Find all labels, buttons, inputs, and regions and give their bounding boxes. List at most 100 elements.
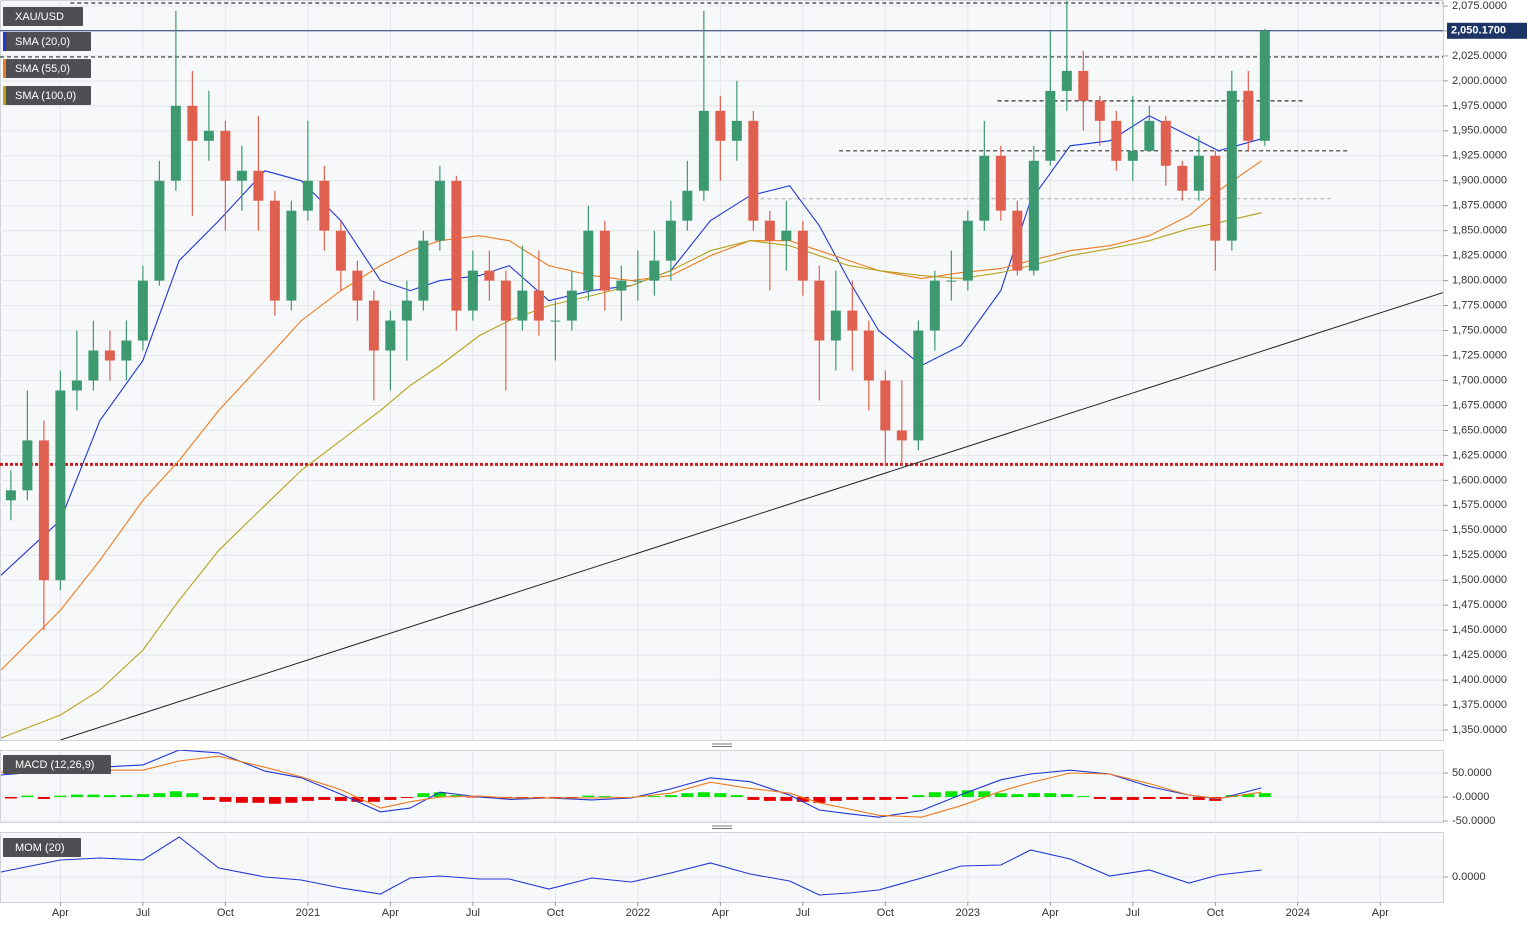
histogram-bar [417, 793, 430, 798]
candle-body [187, 105, 198, 141]
legend-box [3, 755, 111, 774]
y-tick-label: 1,600.0000 [1452, 474, 1507, 486]
y-tick-label: 1,450.0000 [1452, 624, 1507, 636]
histogram-bar [301, 797, 314, 801]
histogram-bar [21, 795, 34, 798]
candle-body [533, 290, 544, 321]
candle-body [913, 330, 924, 441]
histogram-bar [268, 797, 281, 804]
y-tick-label: -0.0000 [1452, 791, 1489, 803]
candle-body [236, 170, 247, 181]
candle-body [451, 180, 462, 311]
candle-body [1094, 100, 1105, 121]
candle-body [863, 330, 874, 381]
histogram-bar [103, 795, 116, 798]
momentum-panel [0, 832, 1444, 903]
candle-body [1078, 70, 1089, 101]
legend-label: MOM (20) [15, 842, 65, 854]
panel-resize-handle[interactable] [712, 825, 732, 829]
x-tick-label: Apr [712, 907, 729, 919]
candle-body [847, 310, 858, 331]
last-price-box [1447, 22, 1527, 39]
histogram-bar [318, 797, 331, 800]
candle-body [764, 220, 775, 241]
candle-body [55, 390, 66, 581]
candle-body [484, 270, 495, 281]
x-tick-label: Oct [547, 907, 564, 919]
candle-body [1012, 210, 1023, 271]
histogram-bar [846, 797, 859, 800]
y-tick-label: 1,800.0000 [1452, 275, 1507, 287]
histogram-bar [1093, 797, 1106, 799]
y-tick-label: 1,875.0000 [1452, 200, 1507, 212]
histogram-bar [928, 792, 941, 798]
candle-body [715, 110, 726, 141]
y-tick-label: 1,950.0000 [1452, 125, 1507, 137]
trendline [60, 292, 1443, 740]
candle-body [434, 180, 445, 241]
histogram-bar [1159, 797, 1172, 799]
y-tick-label: 2,025.0000 [1452, 50, 1507, 62]
histogram-bar [862, 797, 875, 800]
macd-line [0, 755, 1262, 818]
histogram-bar [813, 797, 826, 803]
y-tick-label: 1,500.0000 [1452, 574, 1507, 586]
candle-body [154, 180, 165, 281]
legend-label: XAU/USD [15, 11, 64, 23]
candle-body [220, 130, 231, 181]
y-tick-label: 50.0000 [1452, 767, 1492, 779]
histogram-bar [4, 797, 17, 799]
panel-resize-handle[interactable] [712, 743, 732, 747]
candle-body [1045, 90, 1056, 161]
candle-body [5, 490, 16, 501]
candle-body [269, 200, 280, 301]
candle-body [632, 280, 643, 282]
histogram-bar [664, 795, 677, 798]
y-tick-label: 1,675.0000 [1452, 399, 1507, 411]
candle-body [352, 270, 363, 301]
legend-box [3, 59, 91, 78]
y-tick-label: 1,825.0000 [1452, 250, 1507, 262]
histogram-bar [1110, 797, 1123, 800]
histogram-bar [1060, 794, 1073, 798]
y-tick-label: -50.0000 [1452, 815, 1495, 827]
legend-box [3, 838, 81, 857]
y-tick-label: 1,400.0000 [1452, 674, 1507, 686]
candle-body [203, 130, 214, 141]
x-tick-label: Jul [136, 907, 150, 919]
candle-body [401, 300, 412, 321]
histogram-bar [763, 797, 776, 801]
histogram-bar [994, 793, 1007, 798]
candle-body [418, 240, 429, 301]
candle-body [1127, 150, 1138, 161]
candle-body [1028, 160, 1039, 271]
candle-body [550, 320, 561, 322]
x-tick-label: Apr [52, 907, 69, 919]
histogram-bar [70, 794, 83, 798]
last-price-label: 2,050.1700 [1451, 25, 1506, 37]
candle-body [368, 300, 379, 351]
histogram-bar [796, 797, 809, 802]
y-tick-label: 1,700.0000 [1452, 374, 1507, 386]
legend-box [3, 86, 91, 105]
y-tick-label: 1,475.0000 [1452, 599, 1507, 611]
y-tick-label: 0.0000 [1452, 871, 1486, 883]
candle-body [995, 155, 1006, 211]
candle-body [335, 230, 346, 271]
legend-color-bar [3, 86, 6, 105]
legend-label: MACD (12,26,9) [15, 759, 94, 771]
candle-body [665, 220, 676, 261]
x-tick-label: 2023 [956, 907, 980, 919]
momentum-line [0, 836, 1262, 896]
candle-body [302, 180, 313, 211]
histogram-bar [1126, 797, 1139, 800]
histogram-bar [1143, 797, 1156, 799]
candle-body [1243, 90, 1254, 141]
candle-body [71, 380, 82, 391]
y-tick-label: 1,550.0000 [1452, 524, 1507, 536]
legend-label: SMA (100,0) [15, 90, 76, 102]
candle-body [962, 220, 973, 281]
y-tick-label: 2,075.0000 [1452, 0, 1507, 12]
candle-body [896, 430, 907, 441]
